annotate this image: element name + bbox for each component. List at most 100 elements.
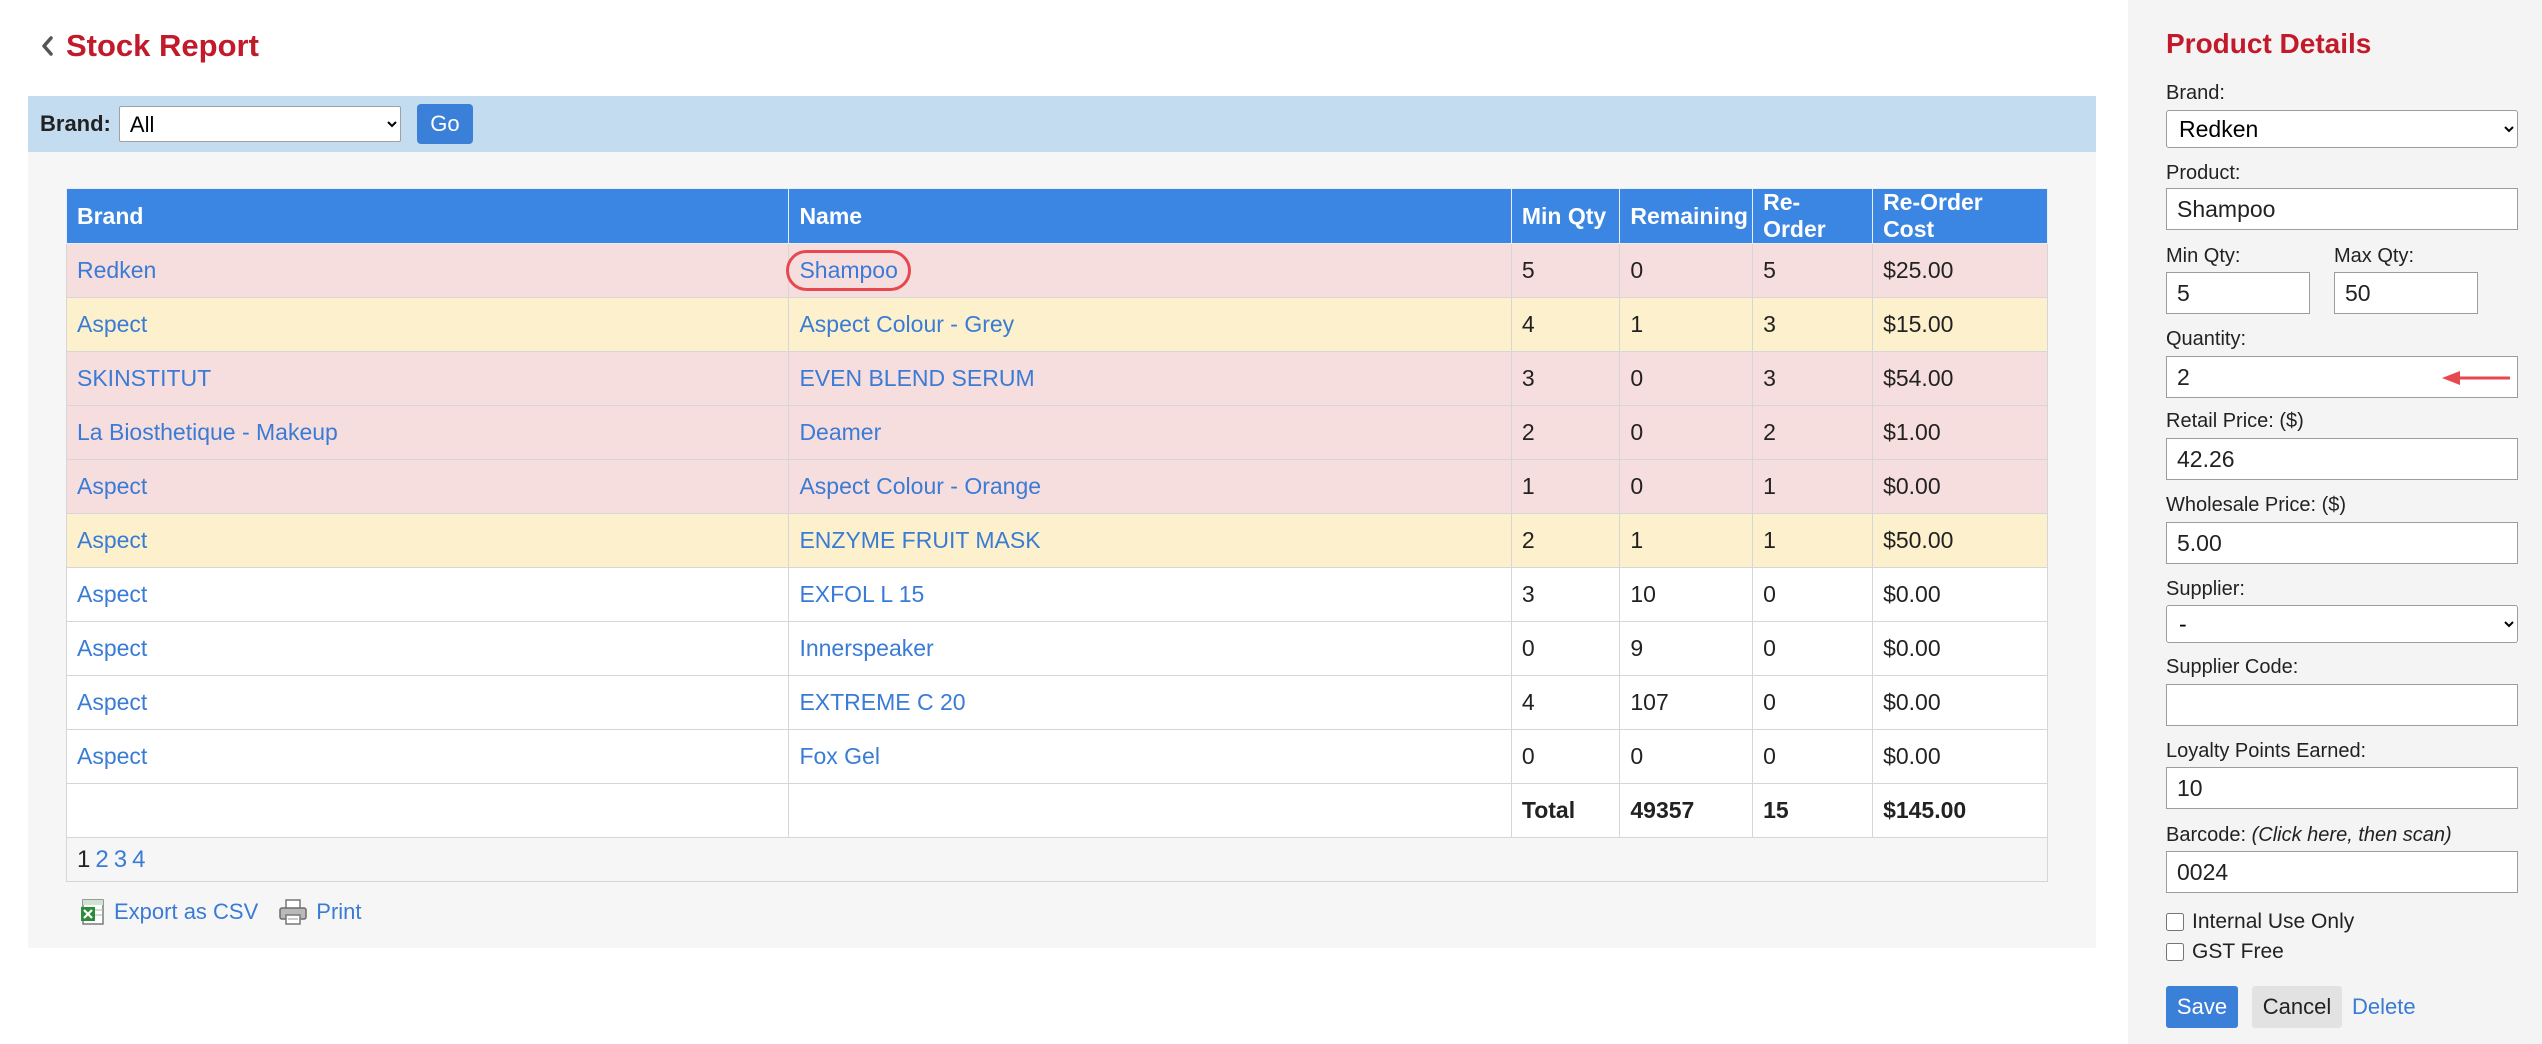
go-button[interactable]: Go [416,104,473,144]
supplier-code-input[interactable] [2166,684,2518,726]
name-cell: Innerspeaker [788,621,1512,676]
barcode-label-text: Barcode: [2166,824,2247,846]
product-link[interactable]: Innerspeaker [799,635,934,661]
gst-free-option[interactable]: GST Free [2166,940,2284,964]
product-link[interactable]: Fox Gel [799,743,880,769]
reorder-cost-cell: $0.00 [1872,729,2048,784]
reorder-cell: 2 [1752,405,1874,460]
brand-link[interactable]: Aspect [77,581,148,607]
retail-price-label: Retail Price: ($) [2166,410,2304,432]
brand-link[interactable]: Aspect [77,689,148,715]
remaining-cell: 10 [1619,567,1754,622]
remaining-cell: 9 [1619,621,1754,676]
remaining-cell: 107 [1619,675,1754,730]
product-link[interactable]: EXTREME C 20 [799,689,966,715]
page-link[interactable]: 4 [132,845,146,873]
barcode-input[interactable] [2166,851,2518,893]
cancel-button[interactable]: Cancel [2252,986,2342,1028]
column-header-name[interactable]: Name [788,188,1512,244]
reorder-cell: 1 [1752,459,1874,514]
product-link[interactable]: Aspect Colour - Orange [799,473,1042,499]
column-header-remaining[interactable]: Remaining [1619,188,1754,244]
brand-cell: Aspect [65,729,790,784]
column-header-reorder-cost[interactable]: Re-Order Cost [1872,188,2048,244]
column-header-reorder[interactable]: Re-Order [1752,188,1874,244]
page-link[interactable]: 2 [95,845,109,873]
save-button[interactable]: Save [2166,986,2238,1028]
brand-link[interactable]: Aspect [77,635,148,661]
back-chevron-icon[interactable] [34,31,60,61]
table-row: Redken Shampoo 5 0 5 $25.00 [65,243,2048,298]
name-cell: Aspect Colour - Grey [788,297,1512,352]
brand-select[interactable]: Redken [2166,110,2518,148]
supplier-select[interactable]: - [2166,605,2518,643]
total-empty-cell [65,783,790,838]
internal-use-only-checkbox[interactable] [2166,913,2184,931]
brand-link[interactable]: Aspect [77,527,148,553]
table-header-row: Brand Name Min Qty Remaining Re-Order Re… [65,188,2048,244]
quantity-label: Quantity: [2166,328,2247,350]
brand-cell: Redken [65,243,790,298]
wholesale-price-input[interactable] [2166,522,2518,564]
name-cell: EXTREME C 20 [788,675,1512,730]
min-qty-input[interactable] [2166,272,2310,314]
product-link[interactable]: Aspect Colour - Grey [799,311,1015,337]
min-qty-cell: 0 [1510,621,1621,676]
total-empty-cell [788,783,1512,838]
product-link[interactable]: ENZYME FRUIT MASK [799,527,1041,553]
product-details-title: Product Details [2166,28,2372,59]
brand-filter-select[interactable]: All [118,106,401,142]
min-qty-cell: 3 [1510,567,1621,622]
loyalty-points-input[interactable] [2166,767,2518,809]
brand-link[interactable]: La Biosthetique - Makeup [77,419,338,445]
table-row: Aspect Fox Gel 0 0 0 $0.00 [65,729,2048,784]
brand-link[interactable]: Aspect [77,473,148,499]
export-csv-link[interactable]: Export as CSV [80,898,258,926]
supplier-code-label: Supplier Code: [2166,656,2299,678]
product-link[interactable]: Deamer [799,419,882,445]
internal-use-only-option[interactable]: Internal Use Only [2166,910,2354,934]
reorder-cost-cell: $0.00 [1872,675,2048,730]
reorder-cell: 0 [1752,567,1874,622]
brand-link[interactable]: SKINSTITUT [77,365,212,391]
brand-cell: Aspect [65,621,790,676]
product-link[interactable]: EVEN BLEND SERUM [799,365,1035,391]
remaining-cell: 0 [1619,351,1754,406]
reorder-cell: 3 [1752,351,1874,406]
highlight-circle: Shampoo [786,250,911,291]
name-cell: Fox Gel [788,729,1512,784]
retail-price-input[interactable] [2166,438,2518,480]
delete-link[interactable]: Delete [2352,994,2416,1019]
reorder-cost-cell: $1.00 [1872,405,2048,460]
gst-free-checkbox[interactable] [2166,943,2184,961]
brand-link[interactable]: Aspect [77,311,148,337]
reorder-cost-cell: $15.00 [1872,297,2048,352]
content-panel: Brand Name Min Qty Remaining Re-Order Re… [28,152,2096,948]
spreadsheet-icon [81,899,104,925]
remaining-cell: 0 [1619,405,1754,460]
column-header-brand[interactable]: Brand [65,188,790,244]
brand-link[interactable]: Redken [77,257,157,283]
brand-cell: SKINSTITUT [65,351,790,406]
min-qty-cell: 0 [1510,729,1621,784]
product-input[interactable] [2166,188,2518,230]
max-qty-input[interactable] [2334,272,2478,314]
brand-link[interactable]: Aspect [77,743,148,769]
brand-cell: Aspect [65,297,790,352]
product-link[interactable]: Shampoo [799,257,898,283]
brand-cell: Aspect [65,675,790,730]
page-link[interactable]: 3 [113,845,128,873]
print-link[interactable]: Print [278,898,362,926]
min-qty-cell: 2 [1510,405,1621,460]
min-qty-cell: 1 [1510,459,1621,514]
table-body: Redken Shampoo 5 0 5 $25.00 Aspect Aspec… [65,243,2048,838]
reorder-cost-cell: $0.00 [1872,459,2048,514]
internal-use-only-label: Internal Use Only [2192,910,2355,933]
remaining-cell: 0 [1619,459,1754,514]
product-link[interactable]: EXFOL L 15 [799,581,925,607]
stock-table: Brand Name Min Qty Remaining Re-Order Re… [65,188,2048,838]
remaining-cell: 1 [1619,513,1754,568]
column-header-min-qty[interactable]: Min Qty [1510,188,1621,244]
page-current: 1 [77,845,91,873]
reorder-cell: 0 [1752,621,1874,676]
